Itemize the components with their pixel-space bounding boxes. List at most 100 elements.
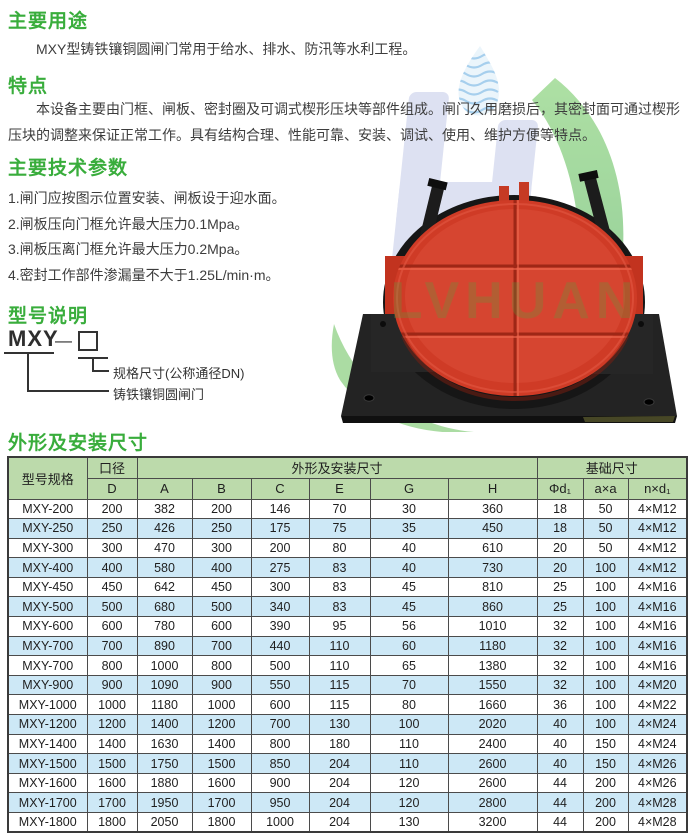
table-cell: 83 bbox=[308, 596, 371, 618]
table-cell: 1000 bbox=[86, 694, 138, 716]
table-cell: 50 bbox=[582, 518, 629, 539]
table-cell: 1090 bbox=[136, 674, 193, 696]
table-cell: 200 bbox=[250, 537, 310, 559]
spec-size-label: 规格尺寸(公称通径DN) bbox=[113, 366, 245, 381]
table-cell: 1550 bbox=[447, 674, 538, 696]
table-cell: 100 bbox=[582, 655, 629, 676]
table-cell: 100 bbox=[582, 635, 629, 657]
table-cell: 450 bbox=[191, 576, 252, 598]
table-cell: 1400 bbox=[86, 733, 138, 755]
table-cell: MXY-200 bbox=[7, 498, 88, 520]
table-cell: MXY-700 bbox=[7, 635, 88, 657]
table-row: MXY-200 200 382 200 146 70 30 360 18 50 4×M12 bbox=[7, 498, 688, 520]
tech-parameter-item: 4.密封工作部件渗漏量不大于1.25L/min·m。 bbox=[8, 266, 280, 283]
table-cell: 900 bbox=[86, 674, 138, 696]
table-cell: 950 bbox=[250, 792, 310, 813]
table-cell: 150 bbox=[582, 733, 629, 755]
table-cell: 204 bbox=[308, 812, 371, 833]
table-cell: 40 bbox=[536, 714, 584, 735]
table-cell: 130 bbox=[369, 812, 449, 833]
table-cell: 40 bbox=[369, 557, 449, 578]
table-row: MXY-900 900 1090 900 550 115 70 1550 32 100 4×M20 bbox=[7, 674, 688, 696]
table-cell: 200 bbox=[582, 812, 629, 833]
table-cell: MXY-1800 bbox=[7, 812, 88, 833]
table-row: MXY-1700 1700 1950 1700 950 204 120 2800 44 200 4×… bbox=[7, 792, 688, 813]
table-cell: 80 bbox=[369, 694, 449, 716]
table-cell: MXY-450 bbox=[7, 576, 88, 598]
header-a: A bbox=[136, 477, 193, 500]
table-cell: 1600 bbox=[191, 772, 252, 794]
valve-type-label: 铸铁镶铜圆闸门 bbox=[113, 387, 205, 402]
table-cell: 120 bbox=[369, 792, 449, 813]
header-diameter: 口径 bbox=[86, 456, 138, 479]
table-cell: 4×M16 bbox=[627, 655, 688, 676]
table-cell: MXY-1700 bbox=[7, 792, 88, 813]
header-e: E bbox=[308, 477, 371, 500]
table-cell: 600 bbox=[86, 616, 138, 637]
table-cell: 120 bbox=[369, 772, 449, 794]
table-cell: 100 bbox=[582, 557, 629, 578]
table-cell: 100 bbox=[582, 596, 629, 618]
model-title: 型号说明 bbox=[8, 306, 89, 327]
table-row: MXY-1200 1200 1400 1200 700 130 100 2020 40 100 4×… bbox=[7, 714, 688, 735]
table-cell: 130 bbox=[308, 714, 371, 735]
table-cell: 390 bbox=[250, 616, 310, 637]
table-cell: 500 bbox=[86, 596, 138, 618]
table-row: MXY-500 500 680 500 340 83 45 860 25 100 4×M16 bbox=[7, 596, 688, 618]
table-cell: 45 bbox=[369, 576, 449, 598]
table-cell: 40 bbox=[369, 537, 449, 559]
table-cell: 36 bbox=[536, 694, 584, 716]
table-cell: 110 bbox=[369, 733, 449, 755]
table-cell: 110 bbox=[369, 753, 449, 774]
table-cell: 70 bbox=[369, 674, 449, 696]
size-placeholder-box bbox=[78, 331, 98, 351]
table-cell: 44 bbox=[536, 812, 584, 833]
header-c: C bbox=[250, 477, 310, 500]
photo-watermark-text: LVHUAN bbox=[391, 272, 640, 330]
table-cell: 4×M16 bbox=[627, 635, 688, 657]
dimensions-table: 型号规格 口径 外形及安装尺寸 基础尺寸 D A B C E G H Φd₁ a… bbox=[7, 456, 689, 833]
table-row: MXY-600 600 780 600 390 95 56 1010 32 100 4×M16 bbox=[7, 616, 688, 637]
table-cell: 4×M22 bbox=[627, 694, 688, 716]
table-row: MXY-700 800 1000 800 500 110 65 1380 32 100 4×M16 bbox=[7, 655, 688, 676]
table-cell: 2020 bbox=[447, 714, 538, 735]
table-cell: 300 bbox=[191, 537, 252, 559]
table-cell: 4×M28 bbox=[627, 792, 688, 813]
table-cell: MXY-300 bbox=[7, 537, 88, 559]
table-cell: MXY-250 bbox=[7, 518, 88, 539]
table-cell: 800 bbox=[86, 655, 138, 676]
header-phi-d1: Φd₁ bbox=[536, 477, 584, 500]
table-cell: 32 bbox=[536, 655, 584, 676]
table-cell: 890 bbox=[136, 635, 193, 657]
table-cell: 4×M24 bbox=[627, 733, 688, 755]
table-cell: 1200 bbox=[191, 714, 252, 735]
model-dash: — bbox=[55, 331, 72, 350]
table-cell: 700 bbox=[191, 635, 252, 657]
table-cell: 100 bbox=[582, 616, 629, 637]
table-cell: 1000 bbox=[191, 694, 252, 716]
table-cell: 1000 bbox=[250, 812, 310, 833]
table-cell: 1880 bbox=[136, 772, 193, 794]
table-cell: 1800 bbox=[86, 812, 138, 833]
table-cell: 450 bbox=[447, 518, 538, 539]
table-cell: 1630 bbox=[136, 733, 193, 755]
table-cell: 204 bbox=[308, 753, 371, 774]
table-cell: 4×M16 bbox=[627, 576, 688, 598]
table-cell: 4×M24 bbox=[627, 714, 688, 735]
table-cell: 1380 bbox=[447, 655, 538, 676]
table-cell: 4×M16 bbox=[627, 596, 688, 618]
table-cell: 1660 bbox=[447, 694, 538, 716]
table-cell: 3200 bbox=[447, 812, 538, 833]
table-row: MXY-1800 1800 2050 1800 1000 204 130 3200 44 200 4… bbox=[7, 812, 688, 833]
table-cell: 40 bbox=[536, 753, 584, 774]
table-cell: 40 bbox=[536, 733, 584, 755]
table-cell: 20 bbox=[536, 537, 584, 559]
table-cell: 204 bbox=[308, 772, 371, 794]
table-cell: 440 bbox=[250, 635, 310, 657]
table-cell: MXY-900 bbox=[7, 674, 88, 696]
table-cell: 1800 bbox=[191, 812, 252, 833]
table-cell: 642 bbox=[136, 576, 193, 598]
table-row: MXY-250 250 426 250 175 75 35 450 18 50 4×M12 bbox=[7, 518, 688, 539]
table-cell: 1010 bbox=[447, 616, 538, 637]
tech-parameter-item: 3.闸板压离门框允许最大压力0.2Mpa。 bbox=[8, 241, 249, 257]
